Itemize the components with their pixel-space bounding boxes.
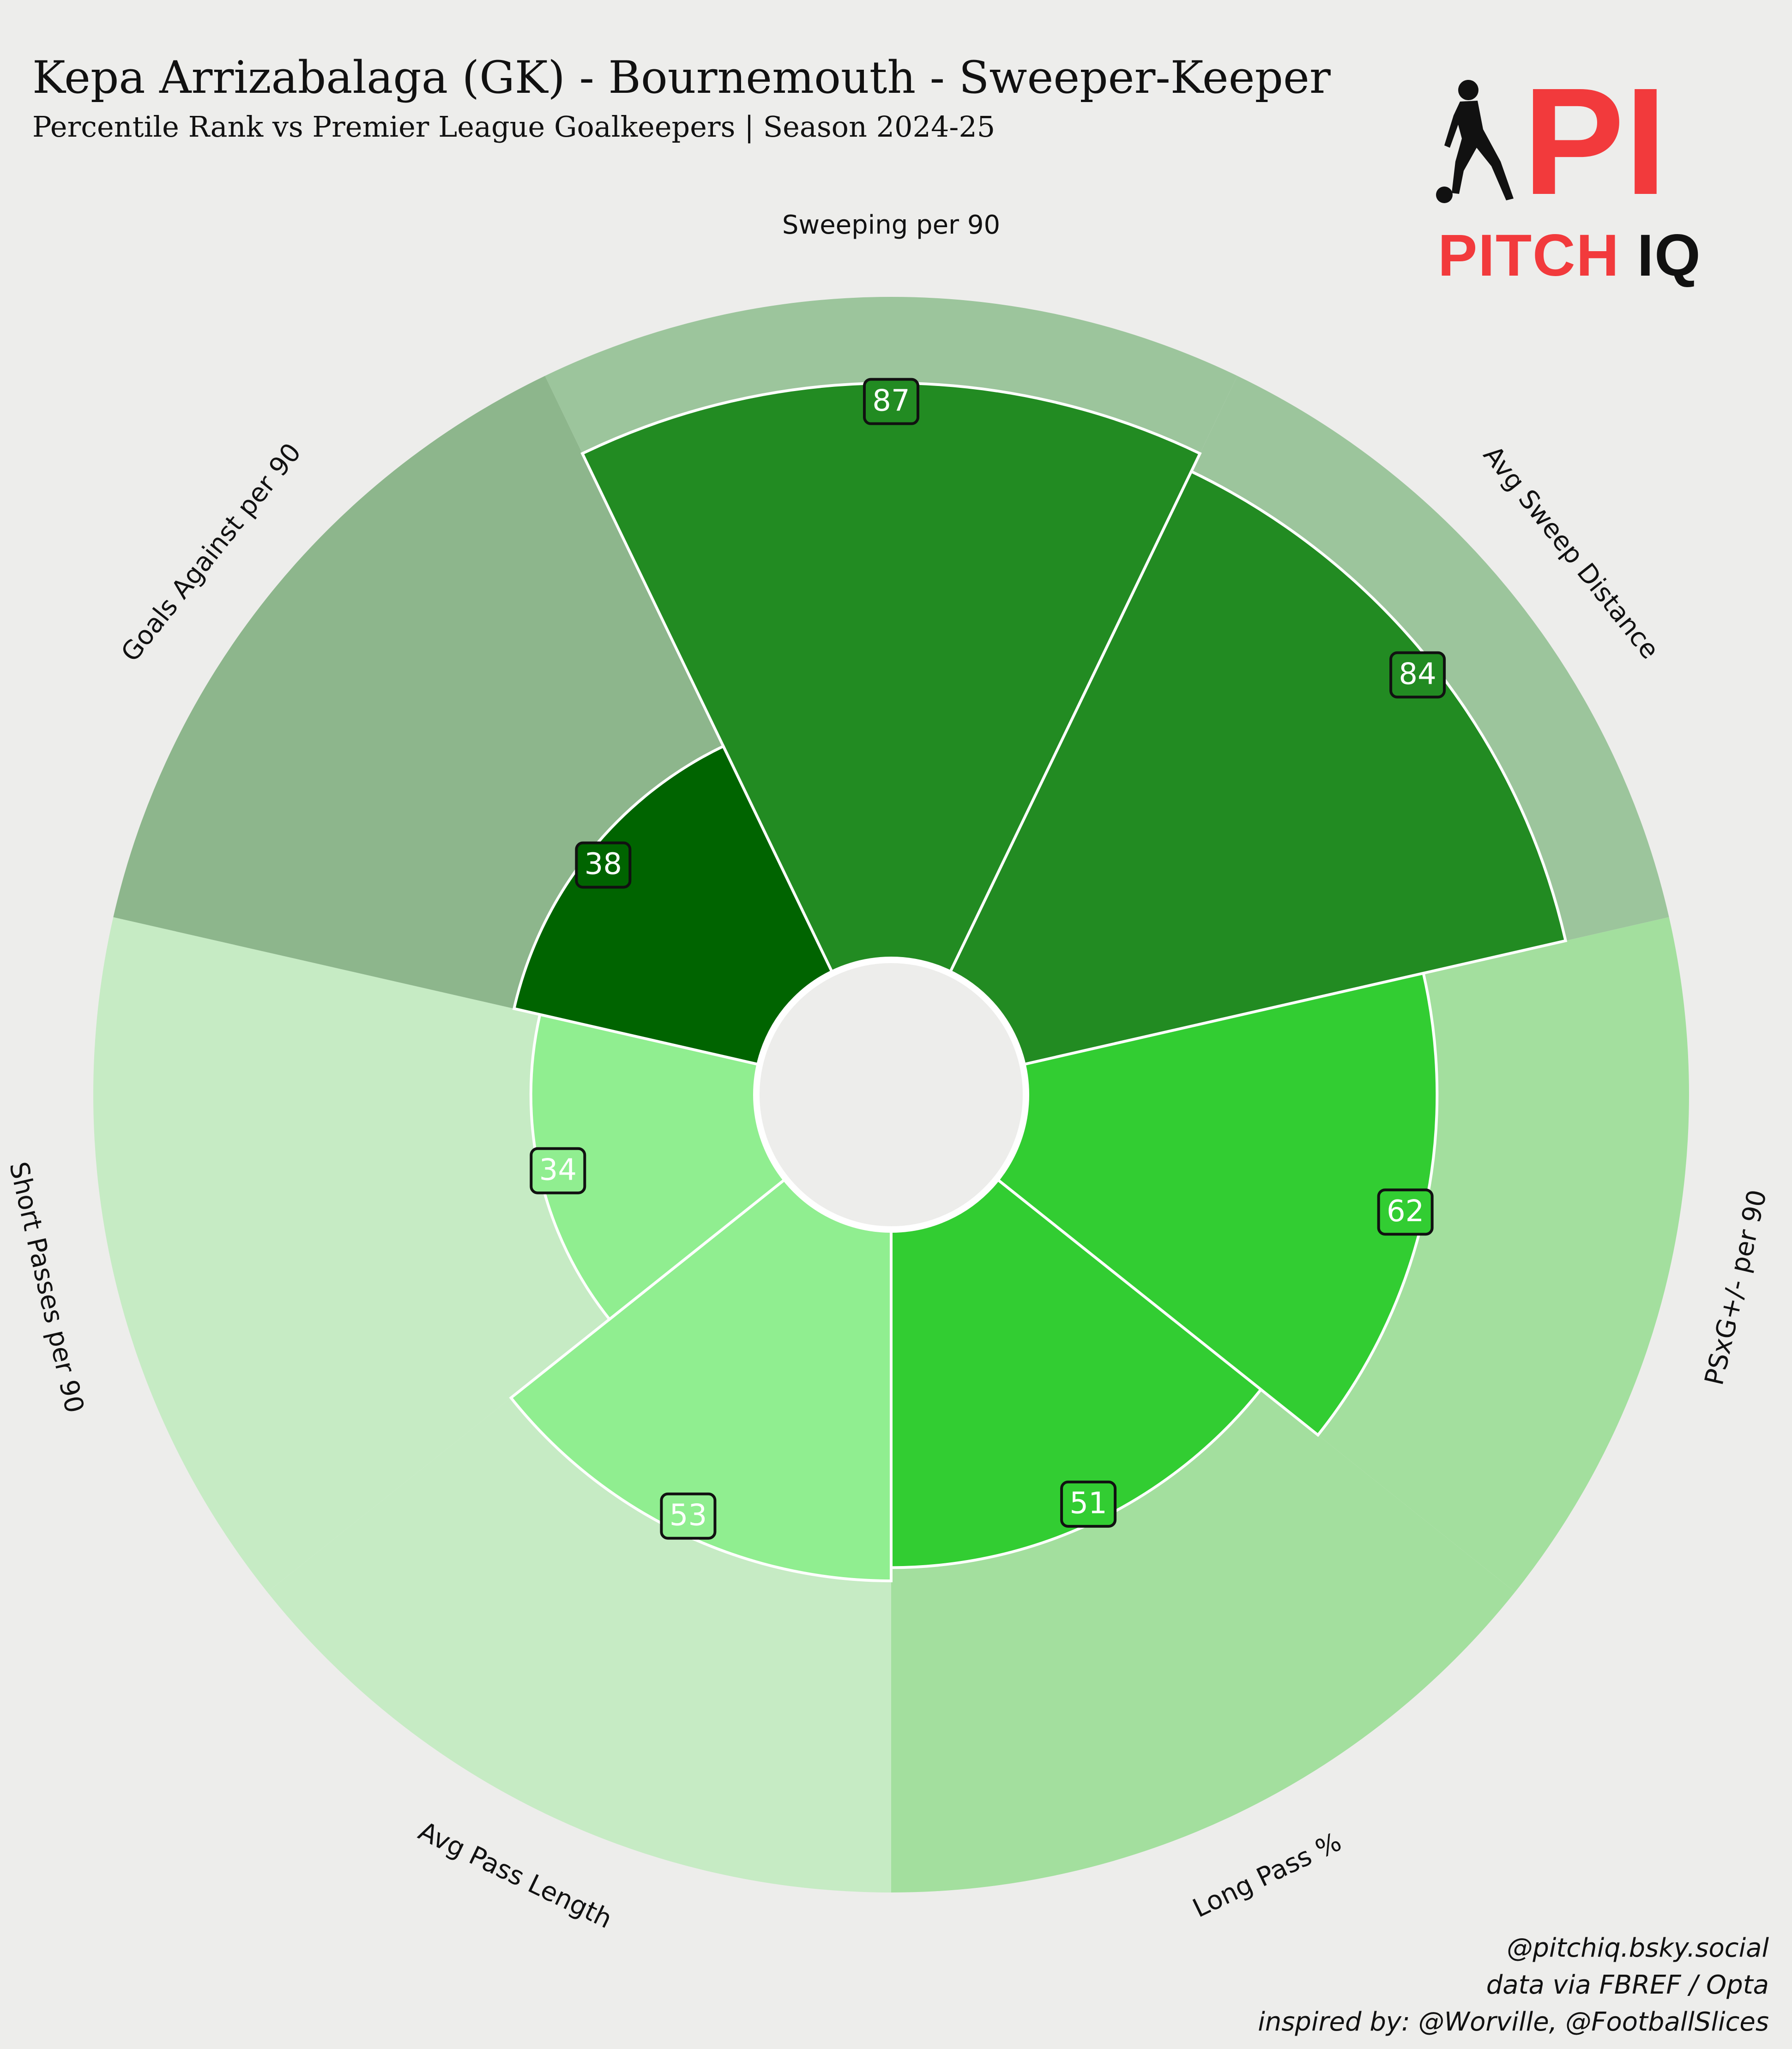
value-label-avg-pass-length: 53 <box>660 1492 717 1540</box>
value-box-avg-sweep-distance <box>1389 651 1446 699</box>
footballer-silhouette-icon: PI <box>1436 69 1667 217</box>
logo-word-pitch: PITCH <box>1438 223 1620 289</box>
value-text-avg-pass-length: 53 <box>670 1498 707 1532</box>
logo-mark: PI <box>1523 69 1667 217</box>
credit-inspiration: inspired by: @Worville, @FootballSlices <box>1258 2007 1769 2037</box>
value-box-psxg-per-90 <box>1377 1188 1434 1236</box>
logo-wordmark: PITCH IQ <box>1438 222 1701 289</box>
value-box-sweeping-per-90 <box>863 378 919 425</box>
chart-subtitle: Percentile Rank vs Premier League Goalke… <box>32 110 996 144</box>
value-label-psxg-per-90: 62 <box>1377 1188 1434 1236</box>
value-text-long-pass: 51 <box>1069 1486 1107 1520</box>
category-label-sweeping-per-90: Sweeping per 90 <box>782 210 1000 240</box>
category-label-long-pass: Long Pass % <box>1188 1827 1346 1924</box>
category-label-avg-pass-length: Avg Pass Length <box>414 1816 616 1934</box>
pitch-iq-logo: PI PITCH IQ <box>1431 69 1701 289</box>
value-label-goals-against-per-90: 38 <box>575 841 632 889</box>
value-label-long-pass: 51 <box>1060 1480 1117 1528</box>
category-label-short-passes-per-90: Short Passes per 90 <box>3 1159 90 1416</box>
value-text-psxg-per-90: 62 <box>1387 1194 1424 1229</box>
credit-handle: @pitchiq.bsky.social <box>1507 1933 1769 1963</box>
value-labels: 87 84 62 51 53 34 38 <box>530 378 1446 1540</box>
value-text-goals-against-per-90: 38 <box>585 847 622 881</box>
value-label-short-passes-per-90: 34 <box>530 1147 586 1194</box>
value-text-short-passes-per-90: 34 <box>539 1153 577 1187</box>
value-label-avg-sweep-distance: 84 <box>1389 651 1446 699</box>
value-box-long-pass <box>1060 1480 1117 1528</box>
value-box-goals-against-per-90 <box>575 841 632 889</box>
value-text-avg-sweep-distance: 84 <box>1399 657 1436 691</box>
chart-title: Kepa Arrizabalaga (GK) - Bournemouth - S… <box>32 52 1331 103</box>
logo-word-iq: IQ <box>1637 223 1701 289</box>
center-hole <box>753 957 1029 1233</box>
value-box-avg-pass-length <box>660 1492 717 1540</box>
credits: @pitchiq.bsky.social data via FBREF / Op… <box>1258 1930 1769 2041</box>
category-label-psxg-per-90: PSxG+/- per 90 <box>1699 1187 1773 1388</box>
value-slices <box>509 381 1568 1583</box>
value-text-sweeping-per-90: 87 <box>872 384 910 418</box>
value-label-sweeping-per-90: 87 <box>863 378 919 425</box>
value-box-short-passes-per-90 <box>530 1147 586 1194</box>
credit-source: data via FBREF / Opta <box>1486 1970 1769 2000</box>
